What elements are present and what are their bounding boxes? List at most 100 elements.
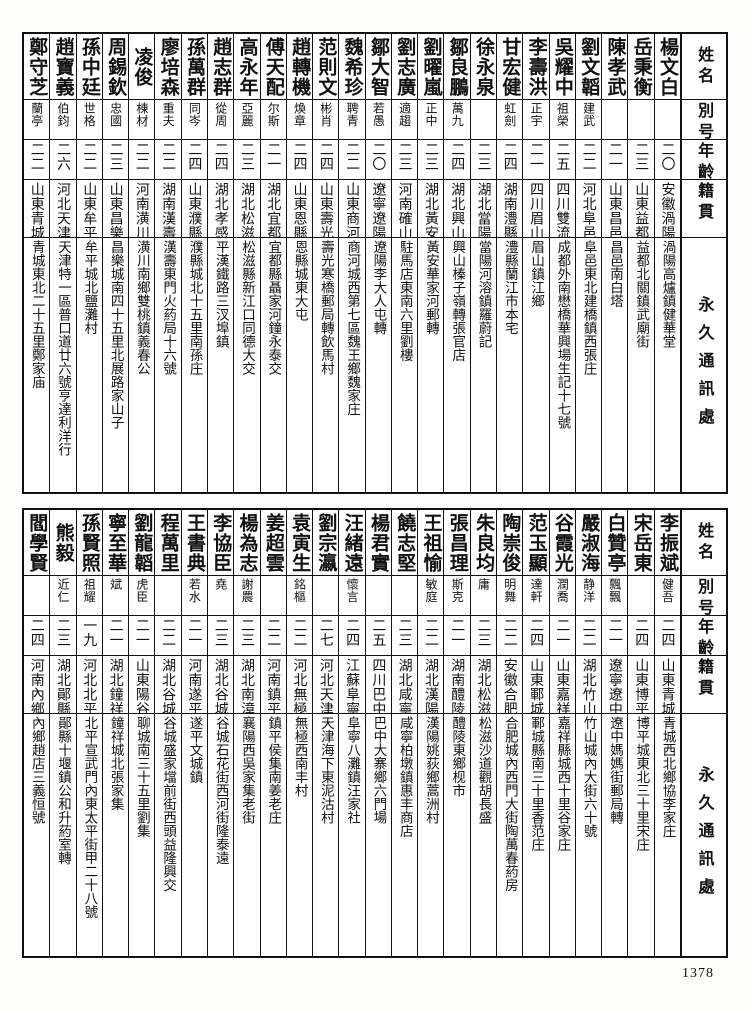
person-origin: 山東昌邑	[602, 180, 628, 238]
person-age-text: 二四	[449, 142, 466, 171]
person-alias-text: 虎臣	[134, 578, 149, 603]
person-origin-text: 山東濮縣	[186, 182, 203, 238]
person-origin: 河南遂平	[181, 656, 207, 714]
person-name: 朱良均	[470, 510, 497, 576]
person-address: 平漢鐵路三汊埠鎮	[208, 238, 233, 492]
person-address-text: 博平城東北三十里宋庄	[633, 716, 650, 851]
person-origin: 湖北松滋	[470, 656, 497, 714]
person-column: 趙轉機 煥章 二四 山東恩縣 恩縣城東大屯	[285, 34, 313, 492]
person-alias-text: 静洋	[581, 578, 596, 603]
person-alias: 正中	[418, 100, 444, 140]
person-age-text: 二〇	[370, 142, 387, 171]
person-alias-text: 萬九	[450, 102, 465, 127]
person-column: 高永年 亞麗 二三 湖北松滋 松滋縣新江口同德大交	[233, 34, 260, 492]
person-alias-text: 潤喬	[555, 578, 570, 603]
person-column: 吳耀中 祖榮 二五 四川雙流 成都外南懋橋華興場生記十七號	[548, 34, 575, 492]
person-column: 熊毅 近仁 二三 湖北鄖縣 鄖縣十堰鎮公和升葯室轉	[49, 510, 76, 956]
person-age: 二二	[76, 140, 102, 180]
person-column: 魏希珍 聘青 二二 山東商河 商河城西第七區魏王鄉魏家庄	[338, 34, 365, 492]
person-age: 二四	[628, 616, 654, 656]
person-name: 王書典	[181, 510, 207, 576]
person-address: 恩縣城東大屯	[287, 238, 312, 492]
person-name-text: 鄒大智	[367, 37, 390, 97]
person-address: 渦陽高爐鎮健華堂	[655, 238, 680, 492]
person-age: 二二	[575, 140, 602, 180]
person-age: 二四	[313, 140, 339, 180]
person-name-text: 朱良均	[473, 513, 496, 573]
person-name: 陶崇俊	[497, 510, 523, 576]
person-address: 鎮平侯集南姜老庄	[261, 714, 286, 956]
person-origin: 河北天津	[313, 656, 339, 714]
person-address: 昌樂城南四十五里北展路家山子	[103, 238, 128, 492]
person-column: 李振斌 健吾 二四 山東青城 青城西北鄉協李家庄	[653, 510, 680, 956]
person-name-text: 楊文白	[657, 37, 680, 97]
person-age-text: 二三	[212, 618, 229, 647]
person-address-text: 黃安華家河郵轉	[422, 240, 439, 335]
person-age: 二三	[234, 616, 260, 656]
person-alias: 謝農	[234, 576, 260, 616]
person-alias-text: 重夫	[161, 102, 176, 127]
person-name: 饒志堅	[391, 510, 418, 576]
person-address: 壽光寒橋郵局轉飲馬村	[313, 238, 338, 492]
person-name-text: 張昌理	[446, 513, 469, 573]
person-address-text: 青城東北二十五里鄭家庙	[28, 240, 45, 389]
person-age-text: 二一	[606, 142, 623, 171]
person-age-text: 二五	[370, 618, 387, 647]
row-label-age: 年齡	[682, 616, 726, 656]
person-alias	[654, 100, 680, 140]
person-age: 二四	[207, 140, 234, 180]
person-origin: 山東嘉祥	[549, 656, 575, 714]
person-age: 二三	[391, 616, 418, 656]
person-age-text: 二二	[580, 618, 597, 647]
person-alias	[365, 576, 391, 616]
row-label-origin-text: 籍貫	[695, 182, 715, 224]
person-age-text: 二四	[501, 142, 518, 171]
person-name: 嚴淑海	[575, 510, 602, 576]
person-alias: 亞麗	[234, 100, 260, 140]
person-age: 二四	[497, 140, 523, 180]
person-alias-text: 祖榮	[555, 102, 570, 127]
person-origin: 安徽合肥	[497, 656, 523, 714]
person-origin-text: 山東鄆城	[528, 658, 545, 714]
person-name-text: 楊為志	[236, 513, 259, 573]
person-name-text: 范玉顯	[525, 513, 548, 573]
person-alias-text: 尔斯	[266, 102, 281, 127]
person-age: 二三	[50, 616, 76, 656]
person-origin-text: 河南確山	[396, 182, 413, 238]
person-origin: 山東商河	[339, 180, 365, 238]
person-age: 二三	[102, 140, 129, 180]
person-column: 凌俊 棟材 二二 河南潢川 潢川南鄉雙桃鎮義春公	[128, 34, 155, 492]
person-name-text: 鄒良鵬	[446, 37, 469, 97]
person-address-text: 漢壽東門火葯局十六號	[160, 240, 177, 375]
person-name: 岳秉衡	[628, 34, 654, 100]
person-address-text: 遂平文城鎮	[186, 716, 203, 784]
person-origin: 山東鄆城	[523, 656, 549, 714]
person-address: 濮縣城北十五里南孫庄	[182, 238, 207, 492]
person-origin: 湖北谷城	[207, 656, 234, 714]
person-alias-text: 忠國	[108, 102, 123, 127]
person-address-text: 興山榛子嶺轉張官店	[449, 240, 466, 362]
person-address-text: 谷城石花街西河街隆泰遠	[212, 716, 229, 865]
person-alias	[628, 100, 654, 140]
person-name: 汪緒遠	[339, 510, 365, 576]
person-column: 劉文韜 建武 二二 河北阜邑 阜邑東北建橋鎮西張庄	[574, 34, 602, 492]
person-age: 二〇	[365, 140, 391, 180]
person-alias: 萬九	[444, 100, 470, 140]
person-age: 二二	[418, 616, 444, 656]
person-origin: 湖北當陽	[470, 180, 497, 238]
person-alias: 適趨	[391, 100, 418, 140]
person-name: 魏希珍	[339, 34, 365, 100]
person-name-text: 李協臣	[210, 513, 233, 573]
person-name-text: 傅天配	[262, 37, 285, 97]
person-origin: 山東博平	[628, 656, 654, 714]
person-name: 孫中廷	[76, 34, 102, 100]
person-column: 鄒良鵬 萬九 二四 湖北興山 興山榛子嶺轉張官店	[443, 34, 470, 492]
person-name: 楊君實	[365, 510, 391, 576]
row-label-alias: 別号	[682, 576, 726, 616]
person-age-text: 二三	[422, 142, 439, 171]
person-address-text: 昌樂城南四十五里北展路家山子	[107, 240, 124, 429]
person-alias: 棟材	[129, 100, 155, 140]
person-name-text: 劉曜嵐	[420, 37, 443, 97]
person-name-text: 閻學賢	[26, 513, 49, 573]
person-origin-text: 河南遂平	[186, 658, 203, 714]
